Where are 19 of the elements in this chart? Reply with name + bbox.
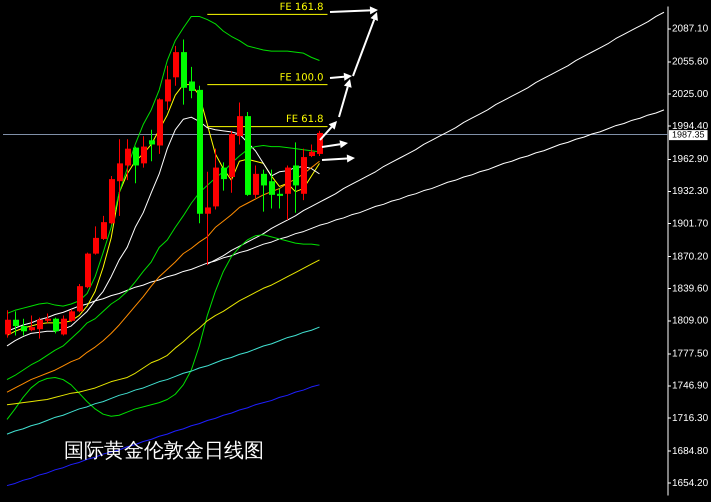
y-tick-label: 1684.80 bbox=[672, 446, 709, 457]
y-tick-label: 2055.60 bbox=[672, 56, 709, 68]
y-tick-label: 2025.00 bbox=[672, 88, 709, 100]
y-tick-label: 1777.50 bbox=[672, 348, 709, 360]
y-tick-label: 1654.20 bbox=[672, 478, 709, 489]
y-tick-label: 1839.60 bbox=[672, 283, 709, 294]
y-tick-label: 1994.40 bbox=[672, 120, 709, 132]
y-tick-label: 1716.30 bbox=[672, 412, 709, 424]
series-label: FE 100.0 bbox=[280, 72, 324, 84]
series-label: FE 61.8 bbox=[286, 114, 324, 126]
series-label: FE 161.8 bbox=[280, 2, 324, 13]
y-tick-label: 1809.00 bbox=[672, 316, 709, 327]
y-tick-label: 1870.20 bbox=[672, 251, 709, 262]
ref-line-label: 1987.35 bbox=[672, 130, 705, 140]
y-tick-label: 2087.10 bbox=[672, 24, 709, 35]
y-tick-label: 1962.90 bbox=[672, 154, 709, 166]
y-tick-label: 1746.90 bbox=[672, 380, 709, 392]
y-tick-label: 1901.70 bbox=[672, 218, 709, 230]
y-tick-label: 1932.30 bbox=[672, 186, 709, 198]
